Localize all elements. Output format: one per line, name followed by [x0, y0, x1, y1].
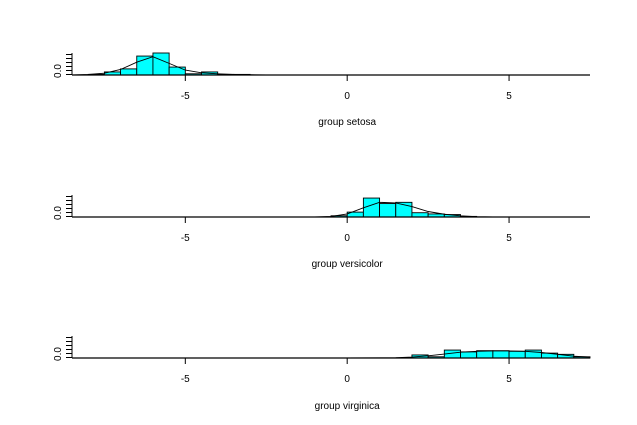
x-tick-label-setosa-1: 0: [344, 91, 350, 102]
x-tick-label-virginica-0: -5: [181, 374, 190, 385]
x-tick-label-versicolor-1: 0: [344, 233, 350, 244]
x-tick-label-setosa-0: -5: [181, 91, 190, 102]
x-axis-title-setosa: group setosa: [318, 117, 376, 128]
x-tick-label-virginica-2: 5: [506, 374, 512, 385]
y-axis-setosa: [66, 53, 73, 75]
panel-setosa: 0.0 -5 0 5 group setosa: [53, 52, 590, 128]
histogram-bar-virginica-5: [492, 350, 510, 359]
x-axis-title-virginica: group virginica: [315, 401, 380, 412]
histogram-bar-setosa-2: [120, 68, 138, 76]
x-axis-versicolor: -5 0 5: [181, 217, 512, 244]
x-axis-setosa: -5 0 5: [181, 75, 512, 102]
histogram-bar-virginica-6: [508, 350, 526, 359]
x-axis-virginica: -5 0 5: [181, 358, 512, 385]
histogram-bar-setosa-5: [168, 66, 186, 76]
histogram-bar-virginica-4: [476, 350, 494, 359]
x-tick-label-versicolor-2: 5: [506, 233, 512, 244]
histogram-bar-versicolor-2: [362, 197, 381, 218]
y-tick-label-virginica: 0.0: [53, 347, 64, 361]
x-axis-title-versicolor: group versicolor: [312, 259, 384, 270]
panel-virginica: 0.0 -5 0 5 group virginica: [53, 336, 591, 412]
x-tick-label-versicolor-0: -5: [181, 233, 190, 244]
y-tick-label-setosa: 0.0: [53, 64, 64, 78]
x-tick-label-virginica-1: 0: [344, 374, 350, 385]
x-tick-label-setosa-2: 5: [506, 91, 512, 102]
y-axis-versicolor: [66, 195, 73, 217]
histogram-bar-setosa-3: [136, 55, 154, 76]
y-tick-label-versicolor: 0.0: [53, 206, 64, 220]
panel-versicolor: 0.0 -5 0 5 group versicolor: [53, 195, 590, 270]
histogram-bar-versicolor-3: [379, 203, 397, 218]
histogram-bar-setosa-4: [152, 52, 170, 76]
histogram-bar-virginica-3: [460, 351, 478, 359]
y-axis-virginica: [66, 336, 73, 358]
